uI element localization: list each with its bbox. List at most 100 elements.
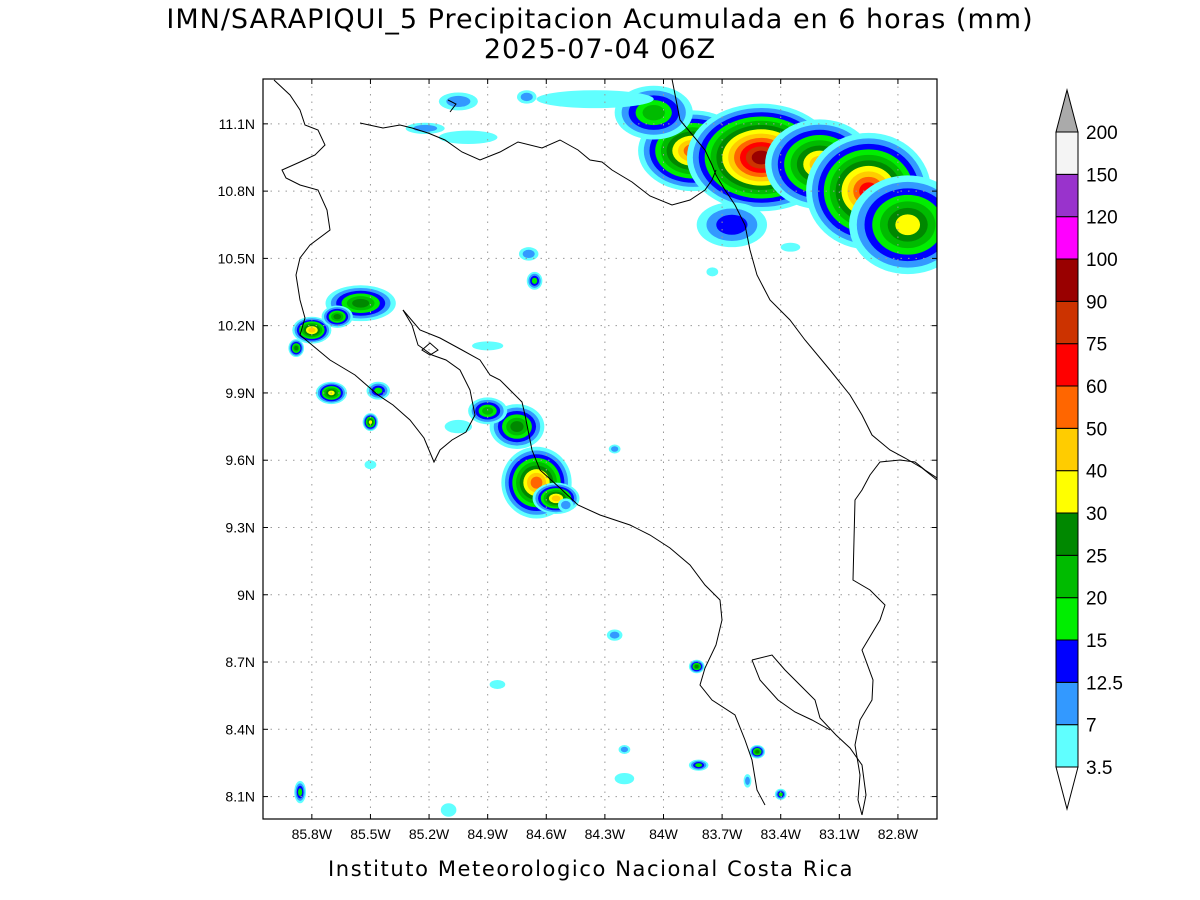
precip-cell xyxy=(438,130,498,145)
precip-cell xyxy=(696,202,768,248)
precip-contour xyxy=(489,679,506,689)
lat-tick-label: 8.4N xyxy=(225,721,255,737)
colorbar-swatch xyxy=(1055,258,1079,302)
precip-cell xyxy=(688,759,709,771)
precip-contour xyxy=(611,446,619,452)
precip-contour xyxy=(530,476,543,489)
colorbar-level-label: 200 xyxy=(1086,123,1118,144)
precip-cell xyxy=(468,397,508,425)
precip-contour xyxy=(444,419,473,434)
lon-tick-label: 84.9W xyxy=(467,826,508,842)
precip-cell xyxy=(606,629,623,641)
precip-cell xyxy=(364,460,377,470)
precip-contour xyxy=(755,750,760,754)
precip-contour xyxy=(561,500,571,510)
precip-cell xyxy=(321,305,353,328)
precip-contour xyxy=(308,327,316,333)
colorbar-level-label: 20 xyxy=(1086,589,1107,610)
colorbar-level-label: 30 xyxy=(1086,504,1107,525)
precip-cell xyxy=(706,267,719,277)
precip-contour xyxy=(780,242,801,252)
map-subtitle-date: 2025-07-04 06Z xyxy=(483,34,717,65)
lat-tick-label: 8.7N xyxy=(225,654,255,670)
precip-contour xyxy=(352,298,370,308)
colorbar-swatch xyxy=(1055,216,1079,260)
precip-contour xyxy=(294,345,299,351)
precip-cell xyxy=(526,271,543,290)
precip-cell xyxy=(489,404,545,449)
precip-contour xyxy=(695,763,703,768)
precip-cell xyxy=(849,175,937,275)
precip-cell xyxy=(743,774,752,788)
precip-cell xyxy=(516,90,537,104)
precip-cell xyxy=(366,381,390,400)
precip-cell xyxy=(472,341,504,351)
colorbar-level-label: 75 xyxy=(1086,335,1107,356)
panama-border xyxy=(852,459,937,816)
precip-contour xyxy=(440,803,457,817)
pacific-coast-central xyxy=(402,309,766,806)
colorbar-swatch xyxy=(1055,512,1079,556)
precip-cell xyxy=(780,242,801,252)
colorbar-level-label: 12.5 xyxy=(1086,673,1123,694)
colorbar-max-arrow xyxy=(1055,88,1079,133)
lon-tick-label: 85.5W xyxy=(350,826,391,842)
map-title: IMN/SARAPIQUI_5 Precipitacion Acumulada … xyxy=(166,4,1034,35)
precip-contour xyxy=(368,420,373,424)
precip-contour xyxy=(374,387,383,394)
lon-tick-label: 84.6W xyxy=(526,826,567,842)
plot-frame xyxy=(262,78,938,820)
precip-cell xyxy=(608,444,621,454)
precip-contour xyxy=(522,249,535,259)
lat-tick-label: 8.1N xyxy=(225,789,255,805)
lat-tick-label: 9.6N xyxy=(225,452,255,468)
colorbar-swatch xyxy=(1055,131,1079,175)
colorbar-level-label: 50 xyxy=(1086,419,1107,440)
nicaragua-border xyxy=(359,122,717,206)
colorbar-level-label: 25 xyxy=(1086,546,1107,567)
colorbar-level-label: 90 xyxy=(1086,292,1107,313)
colorbar-swatch xyxy=(1055,639,1079,683)
lon-tick-label: 83.4W xyxy=(760,826,801,842)
lat-tick-label: 11.1N xyxy=(219,116,255,132)
lon-tick-label: 83.1W xyxy=(819,826,860,842)
precip-contour xyxy=(472,341,504,351)
precip-contour xyxy=(298,788,303,796)
precip-cell xyxy=(614,773,635,785)
precip-cell xyxy=(557,498,574,512)
colorbar-swatch xyxy=(1055,343,1079,387)
lake-nicaragua-islet xyxy=(447,99,457,113)
precip-cell xyxy=(618,745,631,754)
colorbar-swatch xyxy=(1055,173,1079,218)
lat-tick-label: 9.9N xyxy=(225,385,255,401)
colorbar-level-label: 15 xyxy=(1086,631,1107,652)
precip-contour xyxy=(895,214,921,236)
precip-contour xyxy=(520,92,533,102)
precipitation-field xyxy=(288,85,937,817)
lon-tick-label: 82.8W xyxy=(878,826,919,842)
lon-tick-label: 83.7W xyxy=(702,826,743,842)
precip-contour xyxy=(745,776,750,786)
lat-tick-label: 10.2N xyxy=(218,318,255,334)
colorbar-swatch xyxy=(1055,597,1079,641)
precip-contour xyxy=(551,495,561,502)
lat-tick-label: 9N xyxy=(237,587,255,603)
lon-tick-label: 84.3W xyxy=(585,826,626,842)
precip-cell xyxy=(532,482,580,515)
precip-contour xyxy=(531,277,538,284)
precip-cell xyxy=(518,247,539,261)
precip-contour xyxy=(364,460,377,470)
precip-cell xyxy=(362,413,379,432)
colorbar-swatch xyxy=(1055,724,1079,768)
precip-cell xyxy=(288,339,305,358)
colorbar-level-label: 60 xyxy=(1086,377,1107,398)
precip-contour xyxy=(642,104,665,121)
coastlines-and-borders xyxy=(273,79,937,816)
precip-contour xyxy=(716,214,748,235)
lat-tick-label: 9.3N xyxy=(225,519,255,535)
colorbar-level-label: 150 xyxy=(1086,165,1118,186)
precip-cell xyxy=(444,419,473,434)
precip-cell xyxy=(440,803,457,817)
lon-tick-label: 85.8W xyxy=(292,826,333,842)
